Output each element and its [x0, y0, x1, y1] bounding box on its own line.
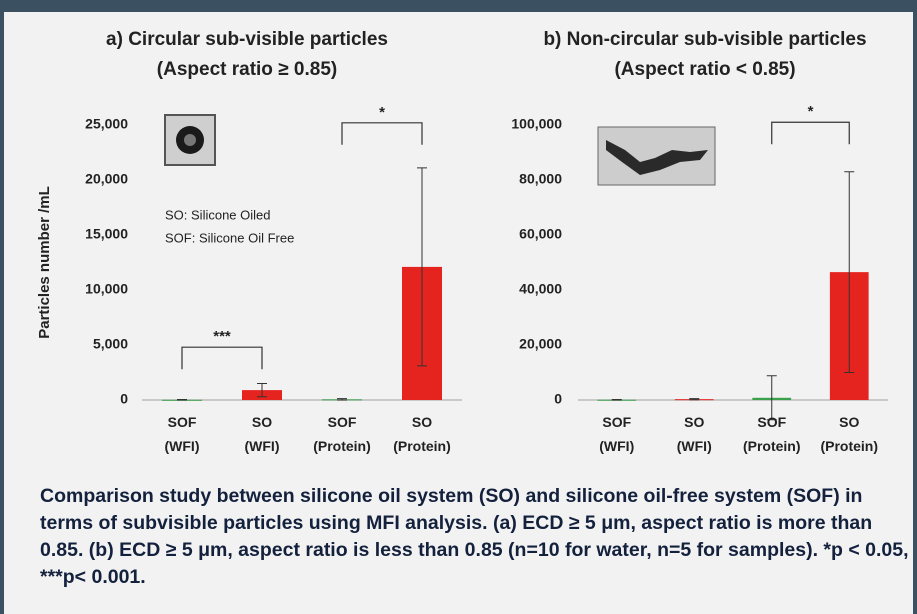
chart-title: b) Non-circular sub-visible particles	[495, 25, 915, 55]
y-tick-label: 80,000	[519, 171, 562, 187]
y-axis-label: Particles number /mL	[36, 186, 53, 339]
caption: Comparison study between silicone oil sy…	[40, 483, 910, 591]
x-tick-label: SO (Protein)	[377, 410, 467, 458]
significance-bracket	[342, 123, 422, 145]
significance-bracket	[182, 347, 262, 369]
chart-title: a) Circular sub-visible particles	[37, 25, 457, 55]
y-tick-label: 60,000	[519, 226, 562, 242]
note: SOF: Silicone Oil Free	[165, 230, 294, 245]
y-tick-label: 5,000	[93, 336, 128, 352]
x-tick-label: SO (Protein)	[804, 410, 894, 458]
y-tick-label: 0	[554, 391, 562, 407]
y-tick-label: 20,000	[85, 171, 128, 187]
y-tick-label: 20,000	[519, 336, 562, 352]
x-tick-label: SOF (WFI)	[137, 410, 227, 458]
x-tick-label: SOF (Protein)	[297, 410, 387, 458]
figure: Particles number /mL 0 5,000 10,000 15,000 20…	[0, 0, 917, 614]
x-tick-label: SO (WFI)	[649, 410, 739, 458]
y-tick-label: 25,000	[85, 116, 128, 132]
x-tick-label: SOF (Protein)	[727, 410, 817, 458]
error-bar	[612, 399, 622, 400]
significance-bracket	[772, 122, 850, 144]
chart-subtitle: (Aspect ratio < 0.85)	[495, 55, 915, 85]
y-tick-label: 0	[120, 391, 128, 407]
y-tick-label: 10,000	[85, 281, 128, 297]
inset-image	[598, 127, 715, 185]
significance-label: ***	[213, 328, 231, 345]
y-tick-label: 100,000	[511, 116, 562, 132]
x-tick-label: SOF (WFI)	[572, 410, 662, 458]
inset-image	[165, 115, 215, 165]
chart-subtitle: (Aspect ratio ≥ 0.85)	[37, 55, 457, 85]
y-tick-label: 15,000	[85, 226, 128, 242]
significance-label: *	[379, 104, 385, 121]
significance-label: *	[808, 103, 814, 120]
note: SO: Silicone Oiled	[165, 207, 271, 222]
x-tick-label: SO (WFI)	[217, 410, 307, 458]
y-tick-label: 40,000	[519, 281, 562, 297]
